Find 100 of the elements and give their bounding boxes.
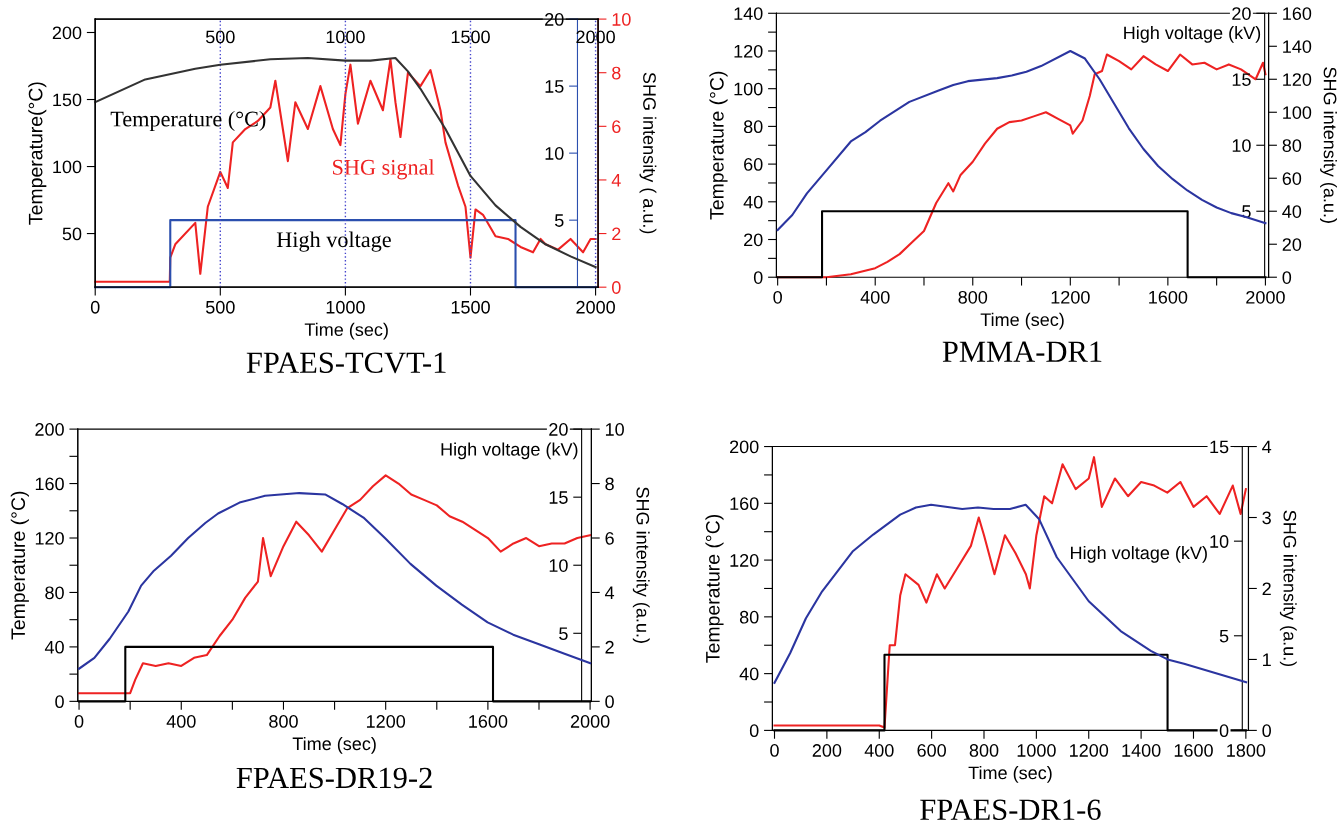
- x-tick-label: 1500: [451, 300, 490, 314]
- y3-tick-label: 0: [1282, 271, 1292, 284]
- x-tick-label: 1200: [1070, 744, 1109, 757]
- y-tick-label: 120: [35, 531, 64, 545]
- line-series: [78, 474, 592, 695]
- series-label: High voltage: [276, 231, 391, 252]
- y2-tick-label: 10: [549, 559, 568, 572]
- y2-tick-label: 5: [554, 214, 564, 227]
- y3-axis-title: SHG intensity (a.u.): [632, 487, 650, 643]
- line-series: [776, 49, 1267, 232]
- y2-tick-label: 5: [559, 627, 568, 641]
- y-tick-label: 80: [45, 586, 64, 600]
- y2-tick-label: 10: [545, 147, 564, 160]
- y3-tick-label: 1: [1263, 653, 1271, 666]
- x-tick-label: 1600: [1149, 290, 1188, 304]
- y3-tick-label: 0: [605, 695, 614, 709]
- y-tick-label: 100: [734, 82, 763, 96]
- y-tick-label: 20: [744, 233, 763, 247]
- x-tick-label: 0: [770, 744, 779, 757]
- x-tick-label: 800: [269, 715, 298, 728]
- x-tick-label: 500: [205, 300, 235, 314]
- y-tick-label: 40: [743, 195, 763, 209]
- line-series: [773, 503, 1248, 684]
- y3-tick-label: 100: [1283, 106, 1312, 119]
- y-tick-label: 140: [734, 7, 763, 20]
- x-tick-label: 0: [773, 290, 782, 304]
- y-tick-label: 150: [53, 93, 82, 107]
- y2-tick-label: 20: [549, 423, 568, 436]
- x-tick-label: 1200: [366, 715, 406, 728]
- y-tick-label: 80: [739, 610, 759, 624]
- y-tick-label: 0: [55, 695, 64, 709]
- y-tick-label: 200: [730, 440, 759, 454]
- x-tick-label: 1600: [469, 715, 508, 728]
- x2-tick-label: 500: [205, 30, 235, 44]
- y2-axis-title: High voltage (kV): [1124, 25, 1261, 43]
- x-tick-label: 2000: [576, 300, 615, 314]
- y-tick-label: 50: [62, 227, 82, 241]
- y-tick-label: 120: [730, 554, 759, 567]
- y-tick-label: 160: [730, 497, 759, 511]
- y3-tick-label: 60: [1282, 172, 1302, 185]
- y-tick-label: 0: [749, 724, 759, 738]
- y3-tick-label: 10: [605, 423, 624, 436]
- x-tick-label: 2000: [1246, 290, 1285, 304]
- y3-tick-label: 0: [611, 281, 621, 294]
- y3-tick-label: 80: [1282, 139, 1302, 152]
- y3-tick-label: 4: [611, 174, 621, 187]
- x-tick-label: 1800: [1227, 744, 1266, 757]
- y-tick-label: 80: [743, 120, 763, 134]
- y-tick-label: 40: [44, 640, 64, 654]
- y-tick-label: 60: [744, 158, 763, 171]
- y3-tick-label: 4: [604, 586, 615, 599]
- y-axis-title: Temperature (°C): [10, 491, 29, 640]
- y3-tick-label: 140: [1283, 40, 1312, 53]
- x-tick-label: 200: [812, 744, 842, 757]
- y2-tick-label: 10: [1210, 535, 1229, 548]
- y-axis-title: Temperature (°C): [709, 71, 728, 220]
- text: FPAES-TCVT-1: [246, 352, 446, 374]
- y3-tick-label: 8: [605, 477, 614, 491]
- y-tick-label: 120: [734, 44, 763, 58]
- x-tick-label: 800: [958, 290, 988, 304]
- text: FPAES-DR1-6: [920, 799, 1101, 821]
- y3-tick-label: 20: [1282, 238, 1302, 251]
- y2-tick-label: 5: [1219, 629, 1229, 643]
- y3-tick-label: 6: [605, 531, 614, 545]
- y-tick-label: 0: [753, 271, 763, 284]
- y-tick-label: 200: [52, 26, 82, 40]
- y3-tick-label: 3: [1262, 511, 1271, 525]
- x-tick-label: 2000: [570, 715, 610, 728]
- x-tick-label: 600: [917, 744, 946, 757]
- x-axis-title: Time (sec): [292, 736, 376, 754]
- y2-tick-label: 15: [1232, 73, 1251, 86]
- y3-axis-title: SHG intensity (a.u.): [1320, 67, 1337, 223]
- series-label: SHG signal: [333, 159, 435, 180]
- y3-axis-title: SHG intensity ( a.u.): [639, 72, 657, 234]
- text: PMMA-DR1: [942, 341, 1102, 362]
- x-tick-label: 1000: [326, 300, 365, 314]
- y2-tick-label: 10: [1232, 139, 1251, 152]
- line-series: [78, 492, 592, 670]
- y2-tick-label: 0: [1219, 724, 1229, 738]
- x2-tick-label: 1000: [326, 30, 365, 44]
- y3-tick-label: 0: [1262, 724, 1271, 738]
- y2-tick-label: 15: [549, 491, 568, 504]
- y3-tick-label: 10: [612, 13, 631, 26]
- x-tick-label: 0: [90, 300, 100, 314]
- text: FPAES-DR19-2: [236, 767, 432, 789]
- y3-tick-label: 6: [612, 120, 621, 134]
- x-tick-label: 400: [166, 715, 196, 728]
- x-tick-label: 400: [864, 744, 894, 757]
- y-axis-title: Temperature(°C): [28, 82, 47, 225]
- y3-tick-label: 120: [1283, 73, 1312, 86]
- x-tick-label: 1400: [1122, 744, 1161, 757]
- y3-tick-label: 8: [612, 66, 621, 80]
- y2-tick-label: 15: [545, 80, 564, 93]
- x-tick-label: 1000: [1017, 744, 1056, 757]
- y2-axis-title: High voltage (kV): [1071, 545, 1207, 563]
- y2-axis-title: High voltage (kV): [441, 442, 578, 460]
- y2-tick-label: 15: [1210, 440, 1229, 454]
- x-axis-title: Time (sec): [304, 322, 388, 340]
- x-axis-title: Time (sec): [968, 765, 1052, 783]
- y3-tick-label: 160: [1283, 7, 1312, 20]
